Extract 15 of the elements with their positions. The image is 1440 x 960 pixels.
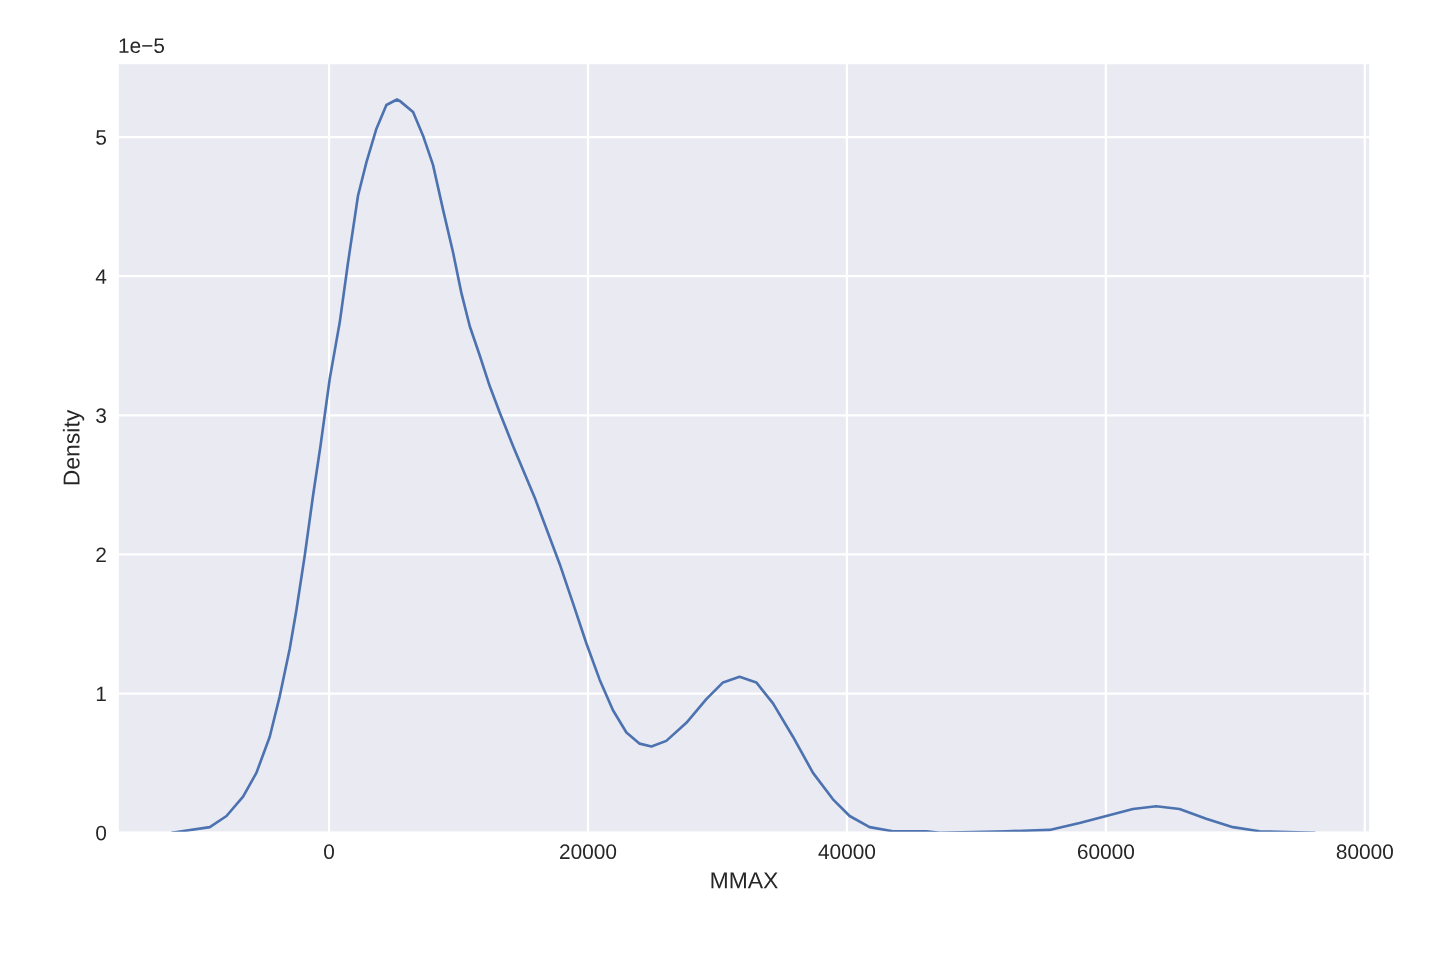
line-series bbox=[170, 98, 1316, 833]
y-tick-label: 1 bbox=[96, 686, 106, 702]
text: 1e−5 bbox=[119, 38, 165, 54]
x-tick-label: 20000 bbox=[560, 844, 617, 860]
y-tick-label: 3 bbox=[96, 408, 106, 424]
x-tick-label: 80000 bbox=[1336, 844, 1393, 860]
x-tick-label: 40000 bbox=[818, 844, 876, 860]
y-tick-label: 0 bbox=[96, 825, 107, 841]
y-axis-title: Density bbox=[62, 409, 85, 485]
y-tick-label: 2 bbox=[96, 547, 106, 562]
y-tick-label: 4 bbox=[95, 269, 107, 284]
y-tick-label: 5 bbox=[96, 130, 107, 145]
x-tick-label: 0 bbox=[324, 844, 335, 860]
x-tick-label: 60000 bbox=[1077, 844, 1135, 860]
x-axis-title: MMAX bbox=[711, 872, 778, 889]
